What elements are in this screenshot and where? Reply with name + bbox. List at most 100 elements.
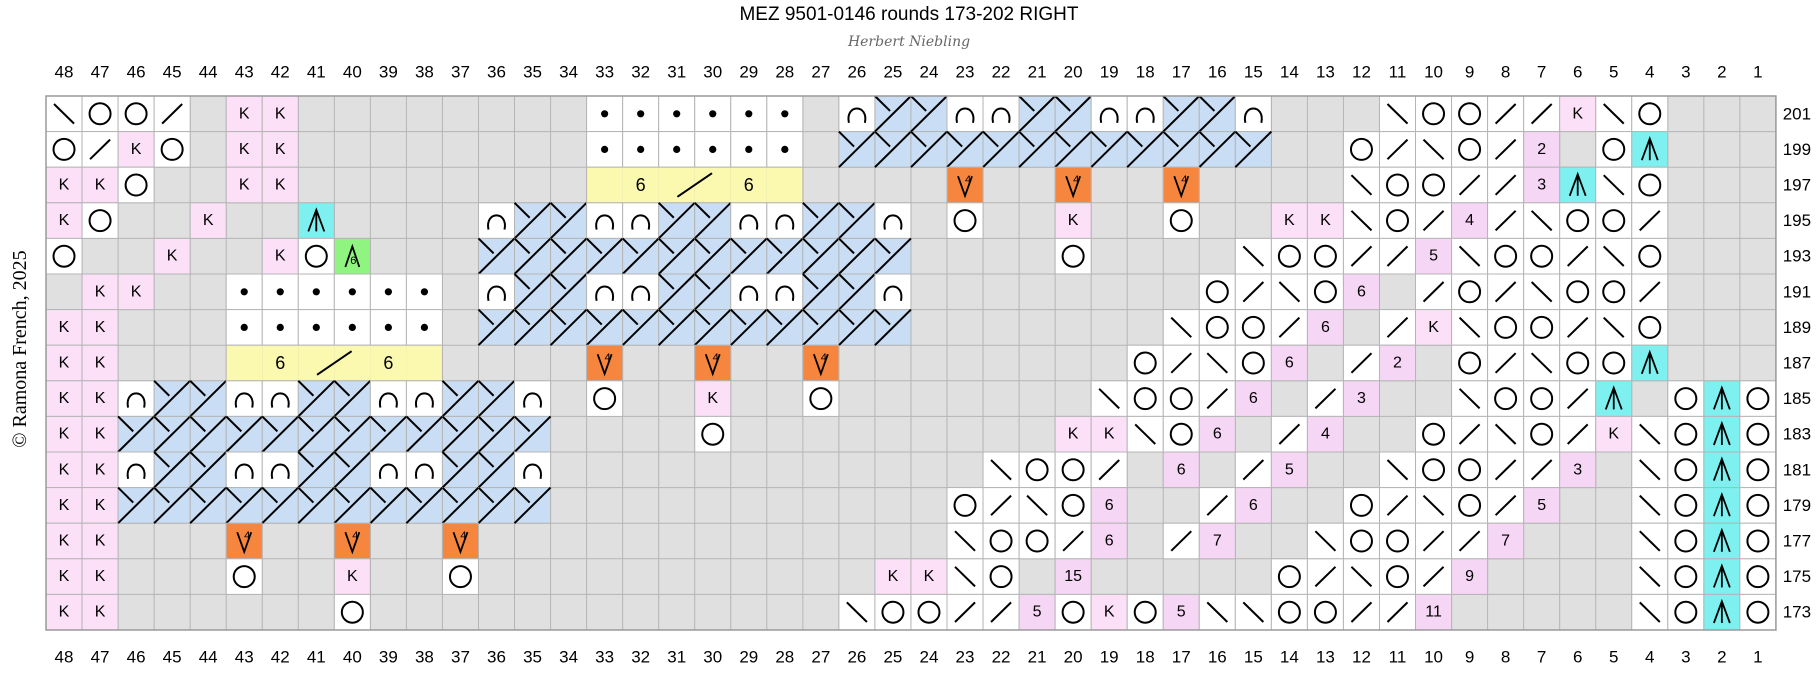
knit-symbol: K xyxy=(59,390,70,407)
decrease-symbol xyxy=(1350,601,1373,623)
knit-cell xyxy=(333,558,371,595)
yarnover-cell xyxy=(1234,344,1272,382)
yellow-cell xyxy=(586,167,623,203)
knit-cell xyxy=(81,273,119,311)
column-label-top: 19 xyxy=(1100,63,1119,82)
number-cell xyxy=(1270,451,1308,489)
cable-stroke xyxy=(477,486,516,524)
yarnover-symbol xyxy=(1313,244,1337,268)
number-symbol: 2 xyxy=(1537,141,1546,158)
column-label-bottom: 24 xyxy=(920,648,939,667)
cable-stroke xyxy=(874,237,912,275)
cable-stroke xyxy=(549,202,567,219)
purl-dot xyxy=(384,323,392,331)
yarnover-cell xyxy=(45,131,83,168)
cable-stroke xyxy=(441,415,459,433)
cable-stroke xyxy=(1162,95,1200,133)
cable-stroke xyxy=(657,308,696,346)
cable-stroke xyxy=(117,415,155,453)
cable-stroke xyxy=(1234,130,1273,168)
cable-stroke xyxy=(802,308,819,326)
column-label-bottom: 29 xyxy=(739,648,758,667)
cable-stroke xyxy=(910,130,948,168)
twisted-symbol xyxy=(270,463,290,480)
purl-dot xyxy=(745,145,753,153)
knit-symbol: K xyxy=(1068,426,1079,443)
cable-stroke xyxy=(441,486,459,504)
knit-cell xyxy=(261,131,299,168)
round-label: 185 xyxy=(1783,389,1811,408)
cable-stroke xyxy=(297,380,315,397)
cable-stroke xyxy=(297,415,336,453)
twisted-cell xyxy=(622,202,660,239)
cable-stroke xyxy=(910,95,948,133)
round-label: 183 xyxy=(1783,425,1811,444)
cable-stroke xyxy=(189,486,206,504)
decrease-cell xyxy=(1342,166,1380,204)
twisted-symbol xyxy=(595,285,614,302)
cable-stroke xyxy=(333,451,372,489)
cable-stroke xyxy=(297,380,336,418)
decrease-symbol xyxy=(1494,494,1517,516)
column-label-top: 7 xyxy=(1537,63,1546,82)
yarnover-symbol xyxy=(953,209,977,233)
yarnover-symbol xyxy=(1458,493,1482,517)
column-label-bottom: 15 xyxy=(1244,648,1263,667)
decrease-symbol xyxy=(1639,566,1661,588)
yarnover-symbol xyxy=(1313,600,1337,624)
cable-stroke xyxy=(369,415,408,453)
yellow-cell xyxy=(658,167,695,203)
decrease-symbol xyxy=(1603,174,1625,196)
cable-stroke xyxy=(189,451,206,468)
twisted-cell xyxy=(766,202,804,239)
column-label-bottom: 37 xyxy=(451,648,470,667)
cable-stroke xyxy=(513,202,531,219)
yarnover-cell xyxy=(1523,380,1561,417)
knit-cell xyxy=(45,344,83,382)
number-cell xyxy=(1234,380,1272,417)
column-label-top: 28 xyxy=(775,63,794,82)
column-label-top: 30 xyxy=(703,63,722,82)
decrease-4-label: 4 xyxy=(460,530,466,542)
cable-stroke xyxy=(838,237,876,275)
cable-stroke xyxy=(1126,130,1164,168)
cable-stroke xyxy=(261,415,299,453)
cable-stroke xyxy=(621,237,660,275)
column-label-bottom: 42 xyxy=(271,648,290,667)
cable-stroke xyxy=(838,308,855,326)
cable-stroke xyxy=(838,273,876,311)
cable-stroke xyxy=(838,237,855,255)
cable-stroke xyxy=(1054,130,1092,168)
yarnover-cell xyxy=(1198,309,1236,346)
column-label-top: 3 xyxy=(1681,63,1690,82)
round-label: 201 xyxy=(1783,104,1811,123)
purl-dot xyxy=(673,110,681,118)
knit-symbol: K xyxy=(95,497,106,514)
knit-cell xyxy=(81,487,119,524)
knit-cell xyxy=(81,166,119,204)
twisted-cell xyxy=(766,273,804,311)
cable-stroke xyxy=(225,486,243,504)
cable-stroke xyxy=(333,380,351,397)
cable-stroke xyxy=(694,308,711,326)
twisted-symbol xyxy=(883,214,903,230)
number-symbol: 7 xyxy=(1213,533,1222,550)
cable-stroke xyxy=(477,415,516,453)
decrease-symbol xyxy=(1494,352,1517,374)
decrease-cell xyxy=(1342,202,1380,239)
number-symbol: 6 xyxy=(1105,497,1114,514)
cable-stroke xyxy=(117,486,155,524)
twisted-cell xyxy=(477,273,516,311)
yarnover-cell xyxy=(1270,593,1308,631)
decrease-symbol xyxy=(1242,601,1265,623)
yarnover-cell xyxy=(1126,593,1164,631)
knit-symbol: K xyxy=(59,568,70,585)
decrease-4-label: 4 xyxy=(244,530,250,542)
chart-border xyxy=(45,95,1777,631)
double-decrease-symbol xyxy=(1640,136,1659,161)
knit-symbol: K xyxy=(239,177,250,194)
twisted-symbol xyxy=(775,285,795,302)
yarnover-symbol xyxy=(1494,315,1518,339)
band-label-right: 6 xyxy=(383,353,393,373)
knit-cell xyxy=(189,202,227,239)
